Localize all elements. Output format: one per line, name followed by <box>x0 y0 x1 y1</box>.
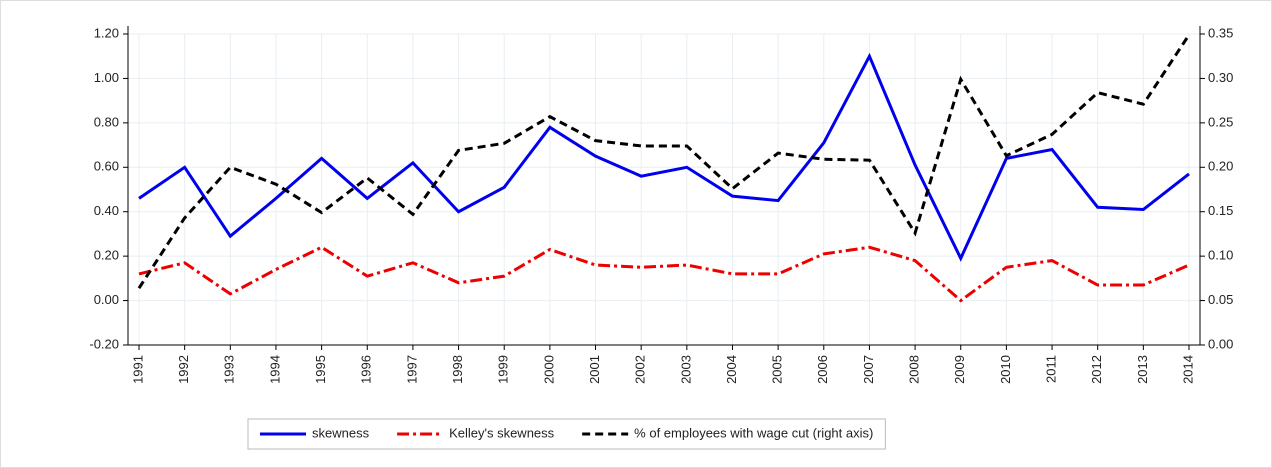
x-tick-label: 1993 <box>222 355 237 384</box>
x-tick-label: 1999 <box>496 355 511 384</box>
x-tick-label: 2004 <box>724 355 739 384</box>
x-tick-label: 1995 <box>313 355 328 384</box>
legend-label: Kelley's skewness <box>449 425 555 440</box>
y-tick-label: 1.00 <box>94 70 119 85</box>
x-tick-label: 1997 <box>404 355 419 384</box>
legend: skewness Kelley's skewness % of employees … <box>247 418 886 450</box>
x-tick-label: 1992 <box>176 355 191 384</box>
series-line <box>137 34 1191 289</box>
x-tick-label: 1996 <box>359 355 374 384</box>
y2-tick-label: 0.00 <box>1208 336 1233 351</box>
x-tick-label: 2012 <box>1089 355 1104 384</box>
x-tick-label: 2003 <box>678 355 693 384</box>
y-tick-label: -0.20 <box>89 336 119 351</box>
x-tick-label: 2013 <box>1135 355 1150 384</box>
x-tick-label: 1994 <box>267 355 282 384</box>
x-tick-label: 2000 <box>541 355 556 384</box>
x-tick-label: 2006 <box>815 355 830 384</box>
y2-tick-label: 0.05 <box>1208 292 1233 307</box>
series-line <box>138 52 1190 262</box>
y-tick-label: 0.60 <box>94 159 119 174</box>
x-tick-label: 2010 <box>998 355 1013 384</box>
x-tick-label: 2008 <box>907 355 922 384</box>
x-tick-label: 2011 <box>1043 355 1058 383</box>
legend-label: % of employees with wage cut (right axis… <box>634 425 873 440</box>
x-tick-label: 1991 <box>130 355 145 384</box>
y2-tick-label: 0.30 <box>1208 70 1233 85</box>
x-tick-label: 2001 <box>587 355 602 384</box>
y2-tick-label: 0.15 <box>1208 203 1233 218</box>
x-tick-label: 2014 <box>1180 355 1195 384</box>
x-tick-label: 2007 <box>861 355 876 384</box>
y2-tick-label: 0.10 <box>1208 248 1233 263</box>
y2-tick-label: 0.25 <box>1208 114 1233 129</box>
x-tick-label: 2005 <box>770 355 785 384</box>
y-tick-label: 0.40 <box>94 203 119 218</box>
x-tick-label: 2009 <box>952 355 967 384</box>
y2-tick-label: 0.35 <box>1208 25 1233 40</box>
y-tick-label: 0.20 <box>94 248 119 263</box>
legend-label: skewness <box>312 425 370 440</box>
y-tick-label: 0.00 <box>94 292 119 307</box>
y-tick-label: 1.20 <box>94 25 119 40</box>
y-tick-label: 0.80 <box>94 114 119 129</box>
y2-tick-label: 0.20 <box>1208 159 1233 174</box>
legend-box <box>247 418 886 450</box>
x-tick-label: 2002 <box>633 355 648 384</box>
x-tick-label: 1998 <box>450 355 465 384</box>
